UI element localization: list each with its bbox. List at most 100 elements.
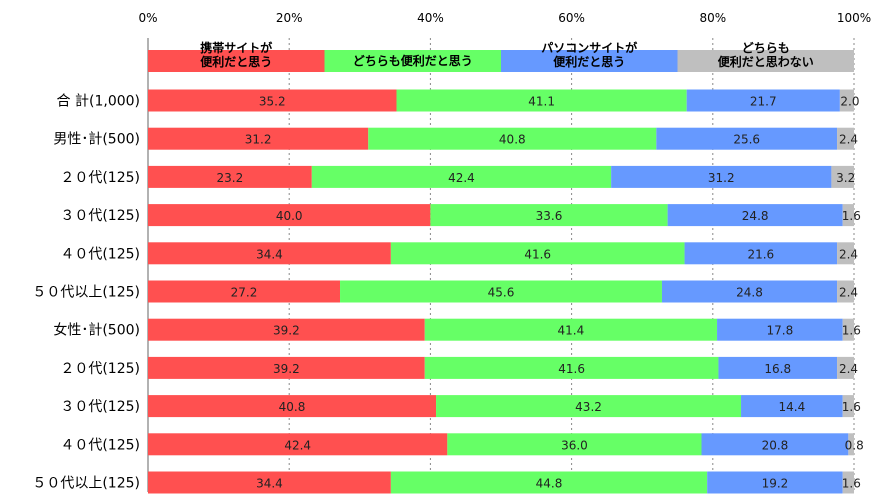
bar-segment <box>436 395 742 418</box>
bar-data-label: 41.4 <box>558 324 585 338</box>
bar-segment <box>424 356 719 379</box>
bar-segment <box>717 318 843 341</box>
bar-segment <box>148 318 425 341</box>
bar-segment <box>148 89 397 112</box>
bar-data-label: 2.4 <box>839 362 858 376</box>
bar-data-label: 1.6 <box>842 324 861 338</box>
bar-segment <box>837 356 854 379</box>
bar-data-label: 1.6 <box>842 209 861 223</box>
category-label: ４０代(125) <box>60 437 140 453</box>
x-tick-label: 100% <box>837 11 871 25</box>
x-tick-label: 80% <box>699 11 726 25</box>
bar-data-label: 21.6 <box>747 247 774 261</box>
legend-label: 携帯サイトが <box>200 40 272 55</box>
bar-data-label: 0.8 <box>845 438 864 452</box>
bar-segment <box>340 280 662 303</box>
category-label: ２０代(125) <box>60 361 140 377</box>
bar-segment <box>368 127 657 150</box>
bar-data-label: 2.4 <box>839 286 858 300</box>
bar-data-label: 25.6 <box>733 133 760 147</box>
legend-label: どちらも <box>742 41 790 55</box>
bar-segment <box>611 165 832 188</box>
bar-segment <box>311 165 612 188</box>
bar-segment <box>837 242 854 265</box>
bar-data-label: 45.6 <box>488 286 515 300</box>
bar-segment <box>842 204 854 227</box>
category-label: 男性･計(500) <box>53 132 140 148</box>
bar-segment <box>148 127 369 150</box>
x-tick-label: 60% <box>558 11 585 25</box>
bar-segment <box>842 395 854 418</box>
bar-segment <box>837 127 854 150</box>
x-axis-ticks: 0% 20% 40% 60% 80% 100% <box>138 11 871 25</box>
legend-label: パソコンサイトが <box>541 40 637 55</box>
bar-data-label: 3.2 <box>836 171 855 185</box>
legend-label: 便利だと思う <box>553 54 625 69</box>
bar-segment <box>707 471 843 494</box>
bar-data-label: 44.8 <box>536 477 563 491</box>
category-label: ４０代(125) <box>60 246 140 262</box>
bar-segment <box>148 280 341 303</box>
bar-data-label: 17.8 <box>767 324 794 338</box>
bar-segment <box>390 471 708 494</box>
bar-data-label: 2.4 <box>839 247 858 261</box>
bar-data-label: 41.6 <box>524 247 551 261</box>
bar-segment <box>148 242 391 265</box>
legend-swatch <box>148 50 325 72</box>
category-label: 合 計(1,000) <box>57 94 140 110</box>
bar-segment <box>839 89 854 112</box>
legend-label: 便利だと思う <box>200 54 272 69</box>
bar-segment <box>837 280 854 303</box>
bar-data-label: 36.0 <box>561 438 588 452</box>
category-label: 女性･計(500) <box>53 322 140 339</box>
bar-data-label: 31.2 <box>708 171 735 185</box>
bar-segment <box>684 242 838 265</box>
bar-data-label: 39.2 <box>273 324 300 338</box>
bar-data-label: 2.4 <box>839 133 858 147</box>
bar-data-label: 39.2 <box>273 362 300 376</box>
bar-data-label: 42.4 <box>284 438 311 452</box>
bar-data-label: 40.8 <box>499 133 526 147</box>
bar-data-label: 1.6 <box>842 400 861 414</box>
bar-data-label: 20.8 <box>762 438 789 452</box>
bar-segment <box>831 165 854 188</box>
bar-segment <box>718 356 838 379</box>
bar-data-label: 41.1 <box>528 95 555 109</box>
bar-segment <box>667 204 843 227</box>
bar-data-label: 31.2 <box>245 133 272 147</box>
category-labels: 合 計(1,000) 男性･計(500) ２０代(125) ３０代(125) ４０代(1… <box>32 94 140 492</box>
bar-segment <box>842 318 854 341</box>
bar-segment <box>148 395 437 418</box>
x-tick-label: 20% <box>276 11 303 25</box>
category-label: ５０代以上(125) <box>32 285 140 301</box>
legend-swatch <box>501 50 678 72</box>
bar-data-label: 24.8 <box>736 286 763 300</box>
bar-data-label: 34.4 <box>256 477 283 491</box>
bar-segment <box>656 127 838 150</box>
legend-label: どちらも便利だと思う <box>353 53 473 68</box>
bar-segment <box>686 89 840 112</box>
bar-data-label: 33.6 <box>536 209 563 223</box>
category-label: ３０代(125) <box>60 208 140 224</box>
bar-segment <box>741 395 843 418</box>
bar-segment <box>390 242 685 265</box>
category-label: ２０代(125) <box>60 170 140 186</box>
bar-data-label: 2.0 <box>840 95 859 109</box>
bar-segment <box>148 433 448 456</box>
category-label: ５０代以上(125) <box>32 476 140 492</box>
bar-segment <box>148 471 391 494</box>
bar-data-label: 24.8 <box>742 209 769 223</box>
bar-data-label: 42.4 <box>448 171 475 185</box>
bar-segment <box>701 433 849 456</box>
legend-swatch <box>324 50 501 72</box>
bar-data-label: 23.2 <box>217 171 244 185</box>
bars: 35.2 41.1 21.7 2.0 31.2 40.8 25.6 2.4 23.2 42.4 31… <box>148 89 864 494</box>
bar-segment <box>447 433 702 456</box>
bar-data-label: 35.2 <box>259 95 286 109</box>
bar-segment <box>148 204 431 227</box>
bar-data-label: 43.2 <box>575 400 602 414</box>
bar-data-label: 1.6 <box>842 477 861 491</box>
legend-label: 便利だと思わない <box>718 54 814 69</box>
bar-segment <box>148 356 425 379</box>
